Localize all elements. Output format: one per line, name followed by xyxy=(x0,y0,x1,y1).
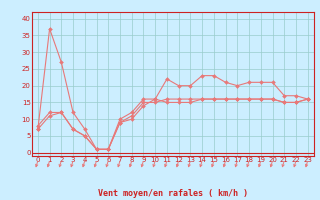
Text: Vent moyen/en rafales ( km/h ): Vent moyen/en rafales ( km/h ) xyxy=(98,189,248,198)
